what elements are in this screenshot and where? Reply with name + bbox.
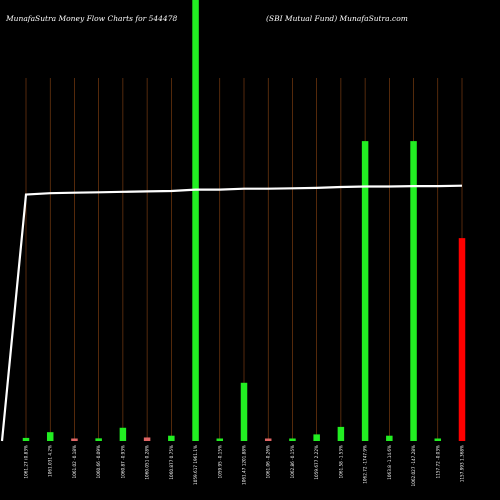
x-tick-label-9: 1061.47 1201.88% <box>242 445 247 485</box>
x-tick-label-18: 1157.993 1.368% <box>460 445 465 482</box>
x-tick-label-17: 1157.72 -0.03% <box>435 445 440 478</box>
bar-0 <box>22 437 30 441</box>
x-tick-label-2: 1061.02 -0.18% <box>72 445 77 478</box>
bar-16 <box>410 141 417 441</box>
bar-1 <box>46 432 54 441</box>
x-tick-label-4: 1060.87 -0.93% <box>120 445 125 478</box>
x-tick-label-14: 1062.72 -1747.9% <box>363 445 368 484</box>
x-tick-label-6: 1060.877 0.75% <box>169 445 174 480</box>
x-tick-label-3: 1060.66 -0.09% <box>96 445 101 478</box>
bar-4 <box>119 427 127 441</box>
trend-line <box>0 184 463 442</box>
bars <box>22 0 466 441</box>
x-tick-label-13: 1061.58 -1.53% <box>338 445 343 478</box>
bar-7 <box>192 0 199 441</box>
bar-18 <box>458 238 466 441</box>
chart-subtitle: (SBI Mutual Fund) MunafaSutra.com <box>266 14 408 23</box>
x-tick-label-12: 1059.677 2.22% <box>314 445 319 480</box>
bar-5 <box>143 437 151 441</box>
x-tick-label-8: 1059.95 -0.15% <box>217 445 222 478</box>
x-tick-label-1: 1061.031 4.2% <box>48 445 53 477</box>
bar-11 <box>289 438 296 441</box>
x-tick-label-10: 1061.06 -0.26% <box>266 445 271 478</box>
bar-14 <box>361 141 369 441</box>
bar-15 <box>386 435 393 441</box>
x-tick-label-7: 1059.617 1961.1% <box>193 445 198 485</box>
bar-12 <box>313 434 320 441</box>
x-tick-label-0: 1061.27 (0.83% <box>24 445 29 479</box>
x-tick-label-5: 1060.051 0.28% <box>145 445 150 480</box>
x-tick-label-15: 1063.8 -1.14.6% <box>387 445 392 480</box>
x-tick-label-16: 1062.027 -147.28% <box>411 445 416 486</box>
x-tick-label-11: 1062.86 -0.15% <box>290 445 295 478</box>
bar-9 <box>240 382 248 441</box>
trend-line-path <box>0 184 463 442</box>
bar-2 <box>71 438 78 441</box>
chart-title: MunafaSutra Money Flow Charts for 544478 <box>6 14 178 23</box>
bar-6 <box>168 435 175 441</box>
bar-17 <box>434 438 442 441</box>
bar-13 <box>337 426 345 441</box>
x-tick-labels: 1061.27 (0.83% 1061.031 4.2% 1061.02 -0.18… <box>24 445 465 486</box>
bar-3 <box>95 438 102 441</box>
bar-8 <box>216 438 224 441</box>
bar-10 <box>264 438 272 441</box>
